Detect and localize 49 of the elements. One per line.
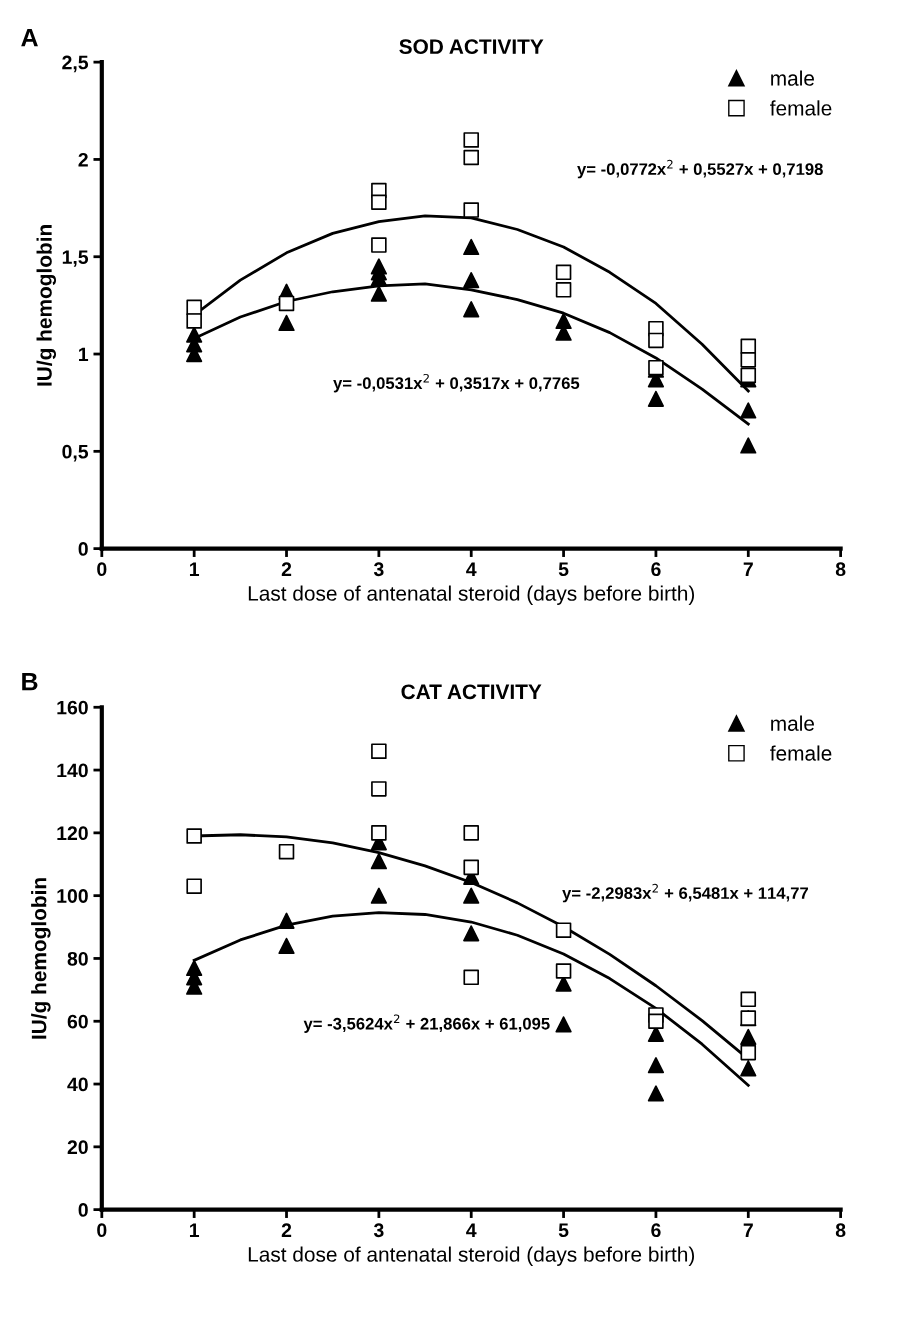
x-tick-label: 1 [189, 1223, 200, 1237]
x-tick-label: 5 [558, 1223, 569, 1238]
x-axis-title: Last dose of antenatal steroid (days before birth) [248, 585, 695, 605]
y-tick-label: 0,5 [62, 444, 89, 462]
text: B [22, 673, 38, 691]
x-tick-label: 3 [373, 1223, 384, 1238]
y-tick-label: 1,5 [62, 250, 89, 267]
legend-label: female [770, 745, 832, 761]
chart-title: SOD ACTIVITY [399, 39, 544, 55]
x-tick-label: 7 [743, 562, 753, 576]
x-tick-label: 2 [281, 562, 292, 576]
x-tick-label: 7 [743, 1223, 753, 1237]
y-tick-label: 140 [57, 763, 88, 778]
y-tick-label: 120 [57, 826, 88, 841]
y-tick-label: 160 [57, 700, 88, 715]
annotation: y= -0,0531x$^{2}$ + 0,3517x + 0,7765 [333, 373, 580, 393]
y-tick-label: 100 [57, 889, 88, 903]
y-tick-label: 80 [67, 951, 88, 966]
x-tick-label: 8 [835, 1223, 846, 1238]
x-tick-label: 2 [281, 1223, 292, 1237]
y-axis-title: IU/g hemoglobin [31, 878, 51, 1039]
y-tick-label: 40 [67, 1077, 88, 1092]
x-tick-label: 1 [189, 562, 200, 576]
x-tick-label: 0 [97, 1223, 107, 1238]
x-axis-title: Last dose of antenatal steroid (days before birth) [248, 1246, 695, 1266]
legend-label: male [771, 715, 814, 731]
annotation: y= -3,5624x$^{2}$ + 21,866x + 61,095 [303, 1014, 550, 1033]
x-tick-label: 0 [97, 562, 107, 577]
x-tick-label: 6 [651, 1223, 661, 1238]
y-tick-label: 60 [67, 1014, 88, 1029]
y-tick-label: 20 [67, 1140, 88, 1155]
x-tick-label: 3 [373, 562, 384, 577]
text: A [21, 29, 38, 47]
x-tick-label: 8 [835, 562, 846, 577]
x-tick-label: 5 [558, 562, 569, 577]
x-tick-label: 6 [651, 562, 661, 577]
legend-label: female [770, 100, 832, 116]
y-tick-label: 0 [78, 1203, 88, 1217]
annotation: y= -2,2983x$^{2}$ + 6,5481x + 114,77 [562, 883, 809, 903]
legend-label: male [771, 70, 814, 86]
annotation: y= -0,0772x$^{2}$ + 0,5527x + 0,7198 [577, 159, 823, 179]
chart-title: CAT ACTIVITY [401, 684, 542, 700]
y-tick-label: 1 [79, 347, 89, 362]
y-axis-title: IU/g hemoglobin [36, 225, 57, 386]
y-tick-label: 2,5 [62, 55, 89, 73]
y-tick-label: 0 [78, 542, 88, 556]
x-tick-label: 4 [466, 1223, 477, 1237]
x-tick-label: 4 [466, 562, 477, 576]
y-tick-label: 2 [78, 152, 88, 167]
